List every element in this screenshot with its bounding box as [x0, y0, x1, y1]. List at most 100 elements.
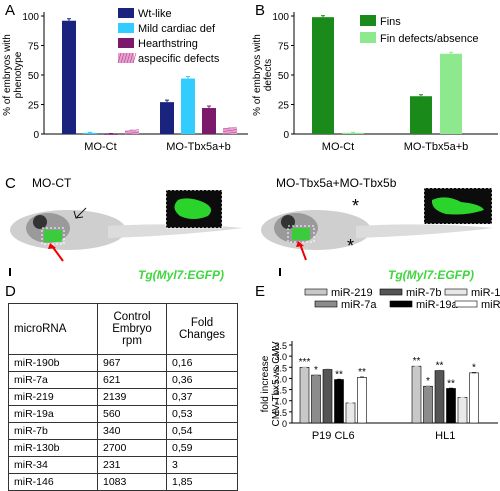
- legend-label: Fin defects/absence: [380, 33, 478, 45]
- bar-mir-19a: [334, 379, 344, 424]
- cell-microrna: miR-7a: [8, 371, 98, 389]
- panel-label-b: B: [255, 2, 266, 19]
- y-axis-label: % of embryos with: [2, 34, 13, 116]
- legend-swatch: [118, 38, 134, 48]
- col-header-microrna: microRNA: [8, 303, 98, 355]
- cell-fold-change: 0,53: [166, 405, 238, 423]
- y-axis-label: phenotype: [13, 51, 24, 98]
- cell-microrna: miR-7b: [8, 422, 98, 440]
- y-tick-label: 1.0: [274, 397, 287, 407]
- bar-mir-19a: [446, 388, 456, 424]
- legend-hatch: [129, 52, 134, 64]
- significance-mark: **: [447, 378, 455, 389]
- cell-microrna: miR-19a: [8, 405, 98, 423]
- table-row: miR-7b 340 0,54: [8, 422, 238, 440]
- bar-mild-cardiac-def: [83, 132, 97, 134]
- table-row: miR-7a 621 0,36: [8, 371, 238, 389]
- table-row: miR-190b 967 0,16: [8, 354, 238, 372]
- bar-mild-cardiac-def: [181, 78, 195, 134]
- bar-mir-7b: [322, 369, 333, 424]
- legend-swatch: [118, 53, 134, 63]
- cell-control-rpm: 2700: [97, 439, 167, 457]
- bar-hearthstring: [202, 108, 216, 134]
- bar-mir-7a: [423, 385, 433, 424]
- cell-control-rpm: 1083: [97, 473, 167, 491]
- fish-image-morphant: [256, 187, 498, 283]
- table-row: miR-146 1083 1,85: [8, 473, 238, 491]
- bar-hatch: [222, 131, 238, 135]
- y-tick-label: 75: [278, 42, 290, 53]
- y-tick-label: 25: [278, 101, 290, 112]
- bar-fins: [312, 17, 334, 134]
- cell-fold-change: 0,54: [166, 422, 238, 440]
- legend-swatch: [379, 288, 403, 296]
- legend-hatch: [123, 52, 128, 64]
- y-tick-label: 0: [283, 130, 289, 141]
- legend-swatch: [389, 300, 413, 308]
- y-tick-label: 3.5: [274, 341, 287, 351]
- bar-fin-defects-absence: [342, 132, 364, 134]
- bar-wt-like: [160, 102, 174, 134]
- y-axis-label: % of embryos with: [252, 34, 263, 116]
- y-tick-label: 3.0: [274, 352, 287, 362]
- bar-mir-7a: [311, 374, 321, 424]
- x-category-label: HL1: [435, 430, 455, 442]
- significance-mark: **: [413, 356, 421, 367]
- table-row: miR-19a 560 0,53: [8, 405, 238, 423]
- asterisk-top: *: [352, 196, 360, 216]
- cell-control-rpm: 967: [97, 354, 167, 372]
- legend-swatch: [444, 288, 468, 296]
- legend-label: miR-7b: [406, 287, 441, 299]
- legend-label: Hearthstring: [138, 38, 198, 50]
- y-tick-label: 2.5: [274, 363, 287, 373]
- cell-fold-change: 3: [166, 456, 238, 474]
- legend-hatch: [132, 52, 137, 64]
- y-tick-label: 50: [278, 71, 290, 82]
- col-header-fold: Fold Changes: [166, 303, 238, 355]
- cell-microrna: miR-146: [8, 473, 98, 491]
- cell-microrna: miR-34: [8, 456, 98, 474]
- significance-mark: ***: [299, 357, 311, 368]
- panel-label-e: E: [255, 283, 266, 300]
- legend-swatch: [360, 32, 376, 43]
- table-row: miR-34 231 3: [8, 456, 238, 474]
- legend-swatch: [360, 15, 376, 26]
- x-category-label: P19 CL6: [312, 430, 355, 442]
- y-tick-label: 0: [33, 130, 39, 141]
- legend-hatch: [120, 52, 125, 64]
- bar-mir-130b: [345, 402, 356, 424]
- cell-fold-change: 0,37: [166, 388, 238, 406]
- bar-mir-190b: [357, 377, 367, 424]
- bar-aspecific-defects: [223, 128, 237, 134]
- chart-b: 0 25 50 75 100 % of embryos with defects MO-Ct M…: [252, 12, 498, 153]
- mo-ct-title: MO-CT: [32, 176, 72, 190]
- cell-control-rpm: 340: [97, 422, 167, 440]
- asterisk-bottom: *: [347, 236, 355, 256]
- significance-mark: **: [358, 367, 366, 378]
- microrna-table: microRNA Control Embryo rpm Fold Changes…: [8, 303, 238, 491]
- x-category-label: MO-Tbx5a+b: [166, 141, 231, 153]
- x-category-label: MO-Ct: [322, 141, 354, 153]
- bar-hearthstring: [104, 134, 118, 135]
- bar-aspecific-defects: [125, 130, 139, 134]
- significance-mark: **: [436, 360, 444, 371]
- legend-label: miR-7a: [341, 299, 377, 311]
- cell-microrna: miR-190b: [8, 354, 98, 372]
- legend-swatch: [304, 288, 328, 296]
- significance-mark: *: [426, 376, 430, 387]
- significance-mark: **: [335, 369, 343, 380]
- y-tick-label: 0.5: [274, 408, 287, 418]
- legend-label: Wt-like: [138, 8, 172, 20]
- cell-microrna: miR-219: [8, 388, 98, 406]
- cell-fold-change: 0,36: [166, 371, 238, 389]
- cell-fold-change: 0,59: [166, 439, 238, 457]
- cell-control-rpm: 231: [97, 456, 167, 474]
- legend-label: miR-190b: [481, 299, 500, 311]
- y-tick-label: 75: [28, 42, 40, 53]
- cell-control-rpm: 560: [97, 405, 167, 423]
- bar-mir-219: [411, 365, 422, 424]
- y-tick-label: 50: [28, 71, 40, 82]
- legend-label: aspecific defects: [138, 53, 220, 65]
- bar-mir-130b: [457, 397, 468, 424]
